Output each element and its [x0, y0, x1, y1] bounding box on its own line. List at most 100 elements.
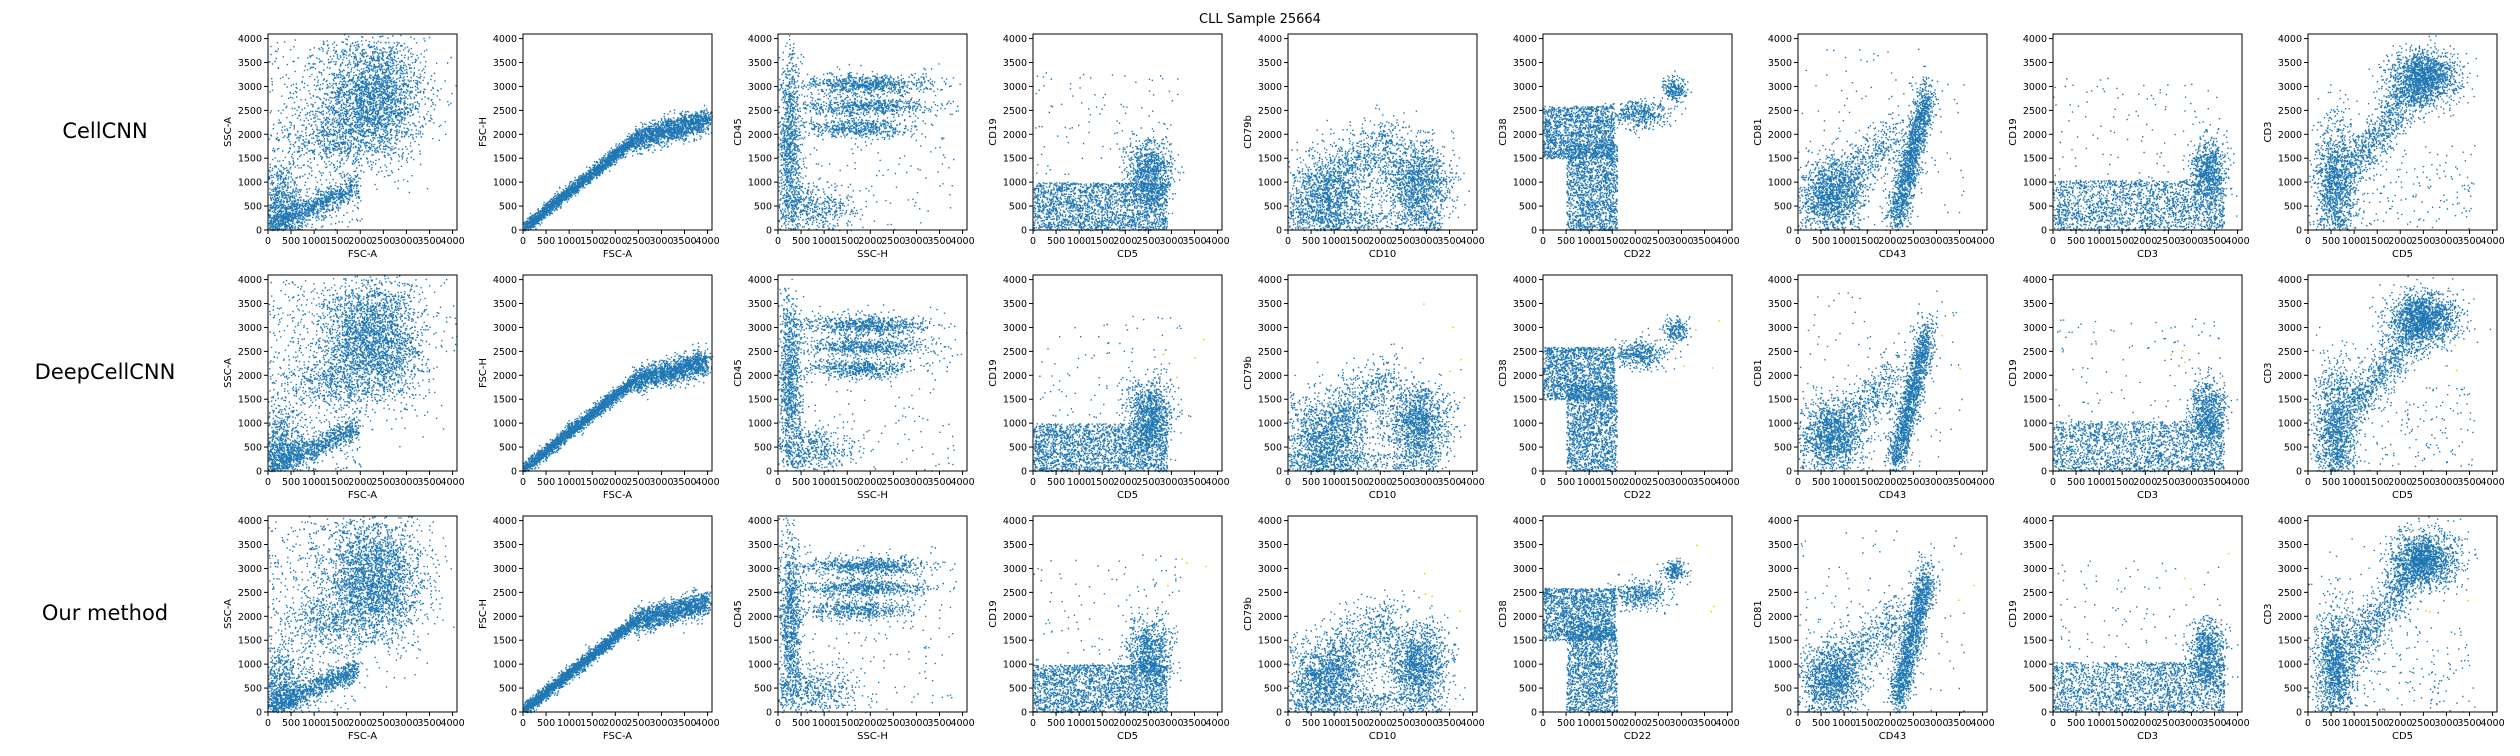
y-tick-label: 500: [2029, 684, 2047, 695]
x-tick-label: 1000: [812, 477, 836, 488]
x-tick-label: 3500: [927, 477, 951, 488]
x-tick-label: 2500: [1646, 236, 1670, 247]
y-tick-label: 2000: [1768, 371, 1792, 382]
x-tick-label: 4000: [1460, 236, 1484, 247]
x-tick-label: 500: [282, 477, 300, 488]
highlight-points: [1167, 558, 1207, 587]
y-tick-label: 1000: [2023, 660, 2047, 671]
x-tick-label: 1500: [1600, 477, 1624, 488]
x-tick-label: 500: [2067, 477, 2085, 488]
y-tick-label: 1500: [493, 636, 517, 647]
y-tick-label: 2000: [1258, 612, 1282, 623]
y-tick-label: 4000: [493, 275, 517, 286]
x-tick-label: 2000: [1878, 477, 1902, 488]
y-tick-label: 500: [1264, 684, 1282, 695]
scatter-points: [1798, 530, 1965, 714]
y-tick-label: 500: [499, 443, 517, 454]
x-tick-label: 1000: [1577, 477, 1601, 488]
x-tick-label: 2000: [348, 477, 372, 488]
x-tick-label: 2500: [1391, 718, 1415, 729]
y-tick-label: 3000: [748, 82, 772, 93]
y-tick-label: 4000: [748, 275, 772, 286]
x-tick-label: 2500: [371, 236, 395, 247]
y-tick-label: 3000: [493, 564, 517, 575]
y-tick-label: 3500: [238, 540, 262, 551]
x-tick-label: 1500: [2110, 718, 2134, 729]
y-tick-label: 4000: [1003, 34, 1027, 45]
panel-r1-c5: 0050050010001000150015002000200025002500…: [1498, 274, 1740, 501]
panel-r1-c8: 0050050010001000150015002000200025002500…: [2263, 274, 2505, 501]
y-axis-label-cd79b: CD79b: [1243, 597, 1254, 631]
scatter-points: [778, 517, 957, 714]
x-tick-label: 1000: [302, 477, 326, 488]
y-tick-label: 4000: [238, 275, 262, 286]
x-tick-label: 3000: [904, 236, 928, 247]
y-tick-label: 3500: [1003, 58, 1027, 69]
y-tick-label: 500: [2284, 202, 2302, 213]
y-tick-label: 1000: [1513, 660, 1537, 671]
axes-frame: [2052, 274, 2243, 472]
axes-frame: [777, 33, 968, 231]
axes-frame: [1032, 274, 1223, 472]
x-axis-label-fsc-a: FSC-A: [348, 490, 377, 501]
x-tick-label: 2500: [371, 477, 395, 488]
y-tick-label: 500: [1774, 202, 1792, 213]
x-tick-label: 1500: [325, 477, 349, 488]
axes-frame: [1287, 33, 1478, 231]
y-tick-label: 2500: [2278, 588, 2302, 599]
y-tick-label: 2000: [1003, 612, 1027, 623]
y-axis-label-cd79b: CD79b: [1243, 356, 1254, 390]
y-tick-label: 3500: [2023, 540, 2047, 551]
x-tick-label: 500: [2322, 477, 2340, 488]
x-tick-label: 3500: [1182, 477, 1206, 488]
y-tick-label: 2000: [1513, 130, 1537, 141]
panel-r0-c0: 0050050010001000150015002000200025002500…: [223, 33, 465, 260]
x-tick-label: 2500: [371, 718, 395, 729]
x-tick-label: 0: [1795, 477, 1801, 488]
x-tick-label: 2000: [2133, 477, 2157, 488]
x-tick-label: 3500: [1437, 236, 1461, 247]
y-tick-label: 4000: [493, 516, 517, 527]
x-tick-label: 500: [1557, 236, 1575, 247]
y-tick-label: 500: [754, 443, 772, 454]
y-axis-label-ssc-a: SSC-A: [223, 117, 234, 147]
x-tick-label: 4000: [440, 236, 464, 247]
y-tick-label: 1000: [1768, 419, 1792, 430]
x-tick-label: 1500: [1345, 477, 1369, 488]
x-tick-label: 2000: [858, 718, 882, 729]
row-label-deepcellcnn: DeepCellCNN: [34, 360, 176, 384]
x-tick-label: 3000: [2179, 477, 2203, 488]
y-tick-label: 2000: [1513, 612, 1537, 623]
x-tick-label: 1500: [1090, 236, 1114, 247]
y-axis-label-cd45: CD45: [733, 118, 744, 145]
y-tick-label: 2500: [2023, 347, 2047, 358]
x-tick-label: 1500: [835, 236, 859, 247]
y-axis-label-fsc-h: FSC-H: [478, 599, 489, 629]
y-tick-label: 3500: [1513, 540, 1537, 551]
x-tick-label: 4000: [695, 477, 719, 488]
x-tick-label: 4000: [1205, 477, 1229, 488]
y-tick-label: 4000: [1768, 275, 1792, 286]
x-axis-label-cd5: CD5: [1117, 249, 1138, 260]
scatter-points: [778, 35, 961, 232]
y-axis-label-cd81: CD81: [1753, 600, 1764, 627]
axes-frame: [522, 274, 713, 472]
y-tick-label: 1000: [2023, 419, 2047, 430]
x-tick-label: 500: [537, 236, 555, 247]
y-tick-label: 1000: [238, 178, 262, 189]
y-tick-label: 500: [1519, 684, 1537, 695]
x-tick-label: 3500: [2457, 236, 2481, 247]
x-tick-label: 1000: [557, 477, 581, 488]
panel-r1-c3: 0050050010001000150015002000200025002500…: [988, 274, 1230, 501]
x-tick-label: 3000: [649, 477, 673, 488]
figure-title: CLL Sample 25664: [1199, 12, 1321, 27]
y-tick-label: 4000: [748, 34, 772, 45]
x-tick-label: 1000: [1832, 718, 1856, 729]
y-tick-label: 2000: [1003, 371, 1027, 382]
x-tick-label: 4000: [1970, 718, 1994, 729]
x-tick-label: 2000: [348, 718, 372, 729]
x-tick-label: 3000: [1159, 718, 1183, 729]
y-tick-label: 2500: [1003, 347, 1027, 358]
scatter-points: [1033, 315, 1192, 473]
x-tick-label: 2000: [1623, 477, 1647, 488]
